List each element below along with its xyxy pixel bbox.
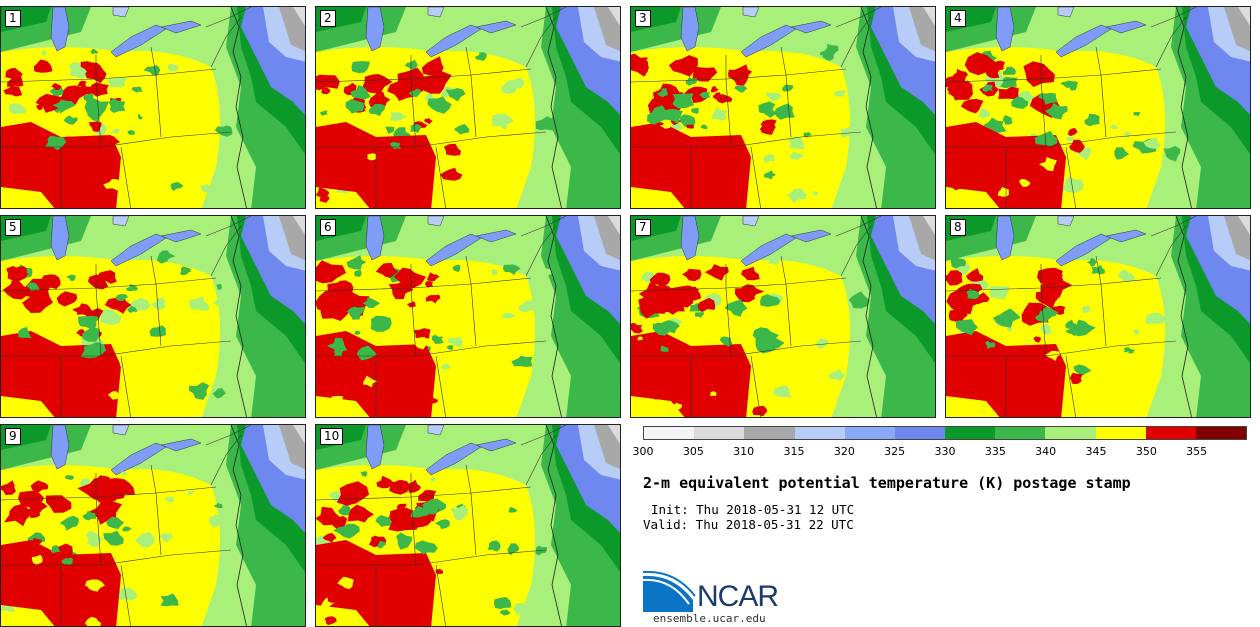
colorbar-tick-label: 340: [1035, 445, 1057, 458]
colorbar-tick-label: 315: [783, 445, 805, 458]
colorbar-swatch-5: [894, 427, 946, 439]
panel-number: 3: [635, 10, 651, 27]
colorbar-swatch-2: [744, 427, 795, 439]
map-panel: 3: [630, 6, 936, 209]
colorbar-tick-label: 310: [733, 445, 755, 458]
map-panel: 6: [315, 215, 621, 418]
colorbar-tick-label: 330: [934, 445, 956, 458]
colorbar-swatch-1: [694, 427, 745, 439]
site-url: ensemble.ucar.edu: [653, 612, 766, 625]
panel-number: 1: [5, 10, 21, 27]
map-svg: [631, 7, 935, 208]
panel-number: 8: [950, 219, 966, 236]
map-panel: 2: [315, 6, 621, 209]
map-panel: 9: [0, 424, 306, 627]
map-svg: [946, 7, 1250, 208]
panel-number: 4: [950, 10, 966, 27]
colorbar-tick-label: 345: [1085, 445, 1107, 458]
colorbar-swatch-8: [1045, 427, 1096, 439]
colorbar-swatch-9: [1095, 427, 1146, 439]
colorbar-tick-label: 325: [884, 445, 906, 458]
map-panel: 10: [315, 424, 621, 627]
map-svg: [1, 425, 305, 626]
colorbar-tick-label: 350: [1135, 445, 1157, 458]
colorbar-swatch-0: [644, 427, 695, 439]
colorbar-swatch-11: [1195, 427, 1247, 439]
panel-number: 9: [5, 428, 21, 445]
map-svg: [1, 7, 305, 208]
map-svg: [316, 7, 620, 208]
map-panel: 1: [0, 6, 306, 209]
colorbar-swatch-10: [1145, 427, 1196, 439]
ncar-logo-text: NCAR: [697, 580, 779, 613]
panel-number: 5: [5, 219, 21, 236]
colorbar-tick-label: 355: [1186, 445, 1208, 458]
map-svg: [946, 216, 1250, 417]
panel-number: 7: [635, 219, 651, 236]
ncar-logo-icon: [643, 570, 696, 612]
colorbar-tick-label: 335: [984, 445, 1006, 458]
valid-time: Valid: Thu 2018-05-31 22 UTC: [643, 517, 854, 532]
colorbar-swatch-4: [844, 427, 895, 439]
init-time: Init: Thu 2018-05-31 12 UTC: [651, 502, 855, 517]
map-panel: 8: [945, 215, 1251, 418]
map-svg: [316, 216, 620, 417]
panel-number: 2: [320, 10, 336, 27]
colorbar-tick-label: 320: [833, 445, 855, 458]
map-svg: [316, 425, 620, 626]
chart-title: 2-m equivalent potential temperature (K)…: [643, 474, 1131, 492]
map-svg: [1, 216, 305, 417]
map-panel: 5: [0, 215, 306, 418]
panel-number: 10: [320, 428, 344, 445]
colorbar-tick-label: 300: [632, 445, 654, 458]
map-panel: 4: [945, 6, 1251, 209]
colorbar-swatch-7: [995, 427, 1046, 439]
map-panel: 7: [630, 215, 936, 418]
colorbar-swatch-6: [945, 427, 996, 439]
colorbar-swatch-3: [794, 427, 845, 439]
panel-number: 6: [320, 219, 336, 236]
colorbar: [643, 426, 1247, 440]
colorbar-tick-label: 305: [682, 445, 704, 458]
map-svg: [631, 216, 935, 417]
